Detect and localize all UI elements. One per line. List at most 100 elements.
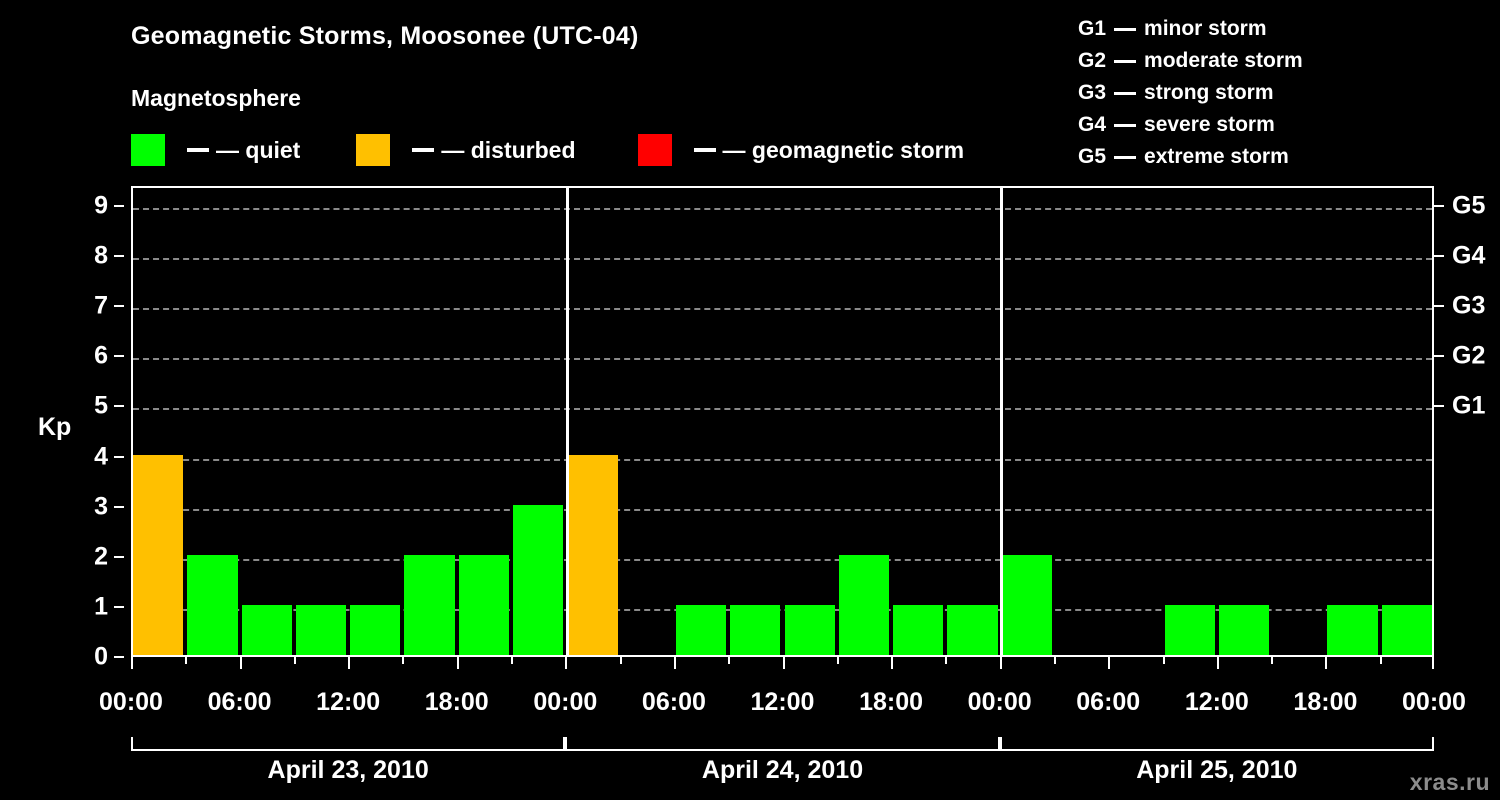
g-tick-label-g1: G1 <box>1452 391 1486 420</box>
magnetosphere-heading: Magnetosphere <box>131 85 301 111</box>
bar <box>784 604 835 655</box>
bar <box>893 604 944 655</box>
watermark: xras.ru <box>1409 769 1490 795</box>
x-tick-mark <box>1108 657 1111 669</box>
g-tick-mark <box>1434 205 1444 208</box>
gridline-kp-1 <box>133 608 1432 611</box>
x-minor-tick-mark <box>619 657 622 664</box>
gridline-kp-5 <box>133 408 1432 411</box>
legend-label-quiet: — quiet <box>216 136 301 163</box>
gridline-kp-8 <box>133 258 1432 261</box>
legend-swatch-storm <box>637 134 672 166</box>
bar <box>1381 604 1432 655</box>
g-scale-text: severe storm <box>1144 113 1275 136</box>
right-g-axis: G1 G2 G3 G4 G5 <box>1434 186 1500 657</box>
legend-label-disturbed: — disturbed <box>441 136 576 163</box>
day-brackets <box>131 737 1434 751</box>
x-tick-mark <box>348 657 351 669</box>
g-tick-label-g4: G4 <box>1452 241 1486 270</box>
g-tick-mark <box>1434 405 1444 408</box>
x-minor-tick-mark <box>728 657 731 664</box>
y-tick-label-0: 0 <box>94 642 108 671</box>
g-scale-legend: G1 minor storm G2 moderate storm G3 strong st… <box>1078 13 1303 173</box>
g-tick-label-g3: G3 <box>1452 291 1486 320</box>
gridline-kp-3 <box>133 508 1432 511</box>
g-scale-dash-icon <box>1114 123 1137 127</box>
g-scale-code: G4 <box>1078 113 1107 136</box>
x-tick-label: 06:00 <box>641 688 706 716</box>
x-tick-label: 12:00 <box>1184 688 1249 716</box>
y-tick-label-6: 6 <box>94 341 108 370</box>
x-tick-mark <box>239 657 242 669</box>
y-tick-label-3: 3 <box>94 492 108 521</box>
g-scale-dash-icon <box>1114 27 1137 31</box>
x-axis-labels: 00:00 06:00 12:00 18:00 00:00 06:00 12:00 18:00… <box>0 688 1500 722</box>
legend-item-quiet: — quiet <box>131 134 300 166</box>
g-scale-dash-icon <box>1114 59 1137 63</box>
day-separator <box>565 188 569 655</box>
x-minor-tick-mark <box>511 657 514 664</box>
x-tick-label: 00:00 <box>1402 688 1466 716</box>
bar <box>404 554 455 655</box>
y-tick-label-7: 7 <box>94 291 108 320</box>
x-tick-label: 18:00 <box>859 688 924 716</box>
x-tick-label: 00:00 <box>99 688 163 716</box>
y-tick-mark <box>114 505 124 508</box>
gridline-kp-6 <box>133 358 1432 361</box>
y-tick-mark <box>114 656 124 658</box>
x-tick-mark <box>131 657 133 669</box>
bar <box>513 504 564 655</box>
bar <box>567 454 618 655</box>
bar <box>730 604 781 655</box>
legend-item-storm: — geomagnetic storm <box>637 134 965 166</box>
x-tick-label: 18:00 <box>424 688 489 716</box>
legend-dash-quiet <box>187 148 209 152</box>
legend-label-storm: — geomagnetic storm <box>722 136 965 163</box>
legend-swatch-disturbed <box>356 134 391 166</box>
bar <box>675 604 727 655</box>
g-scale-row-g1: G1 minor storm <box>1078 13 1303 45</box>
day-separator <box>1000 188 1004 655</box>
x-minor-tick-mark <box>1162 657 1165 664</box>
g-scale-dash-icon <box>1114 91 1137 95</box>
legend-dash-disturbed <box>412 148 435 152</box>
y-tick-mark <box>114 405 124 408</box>
bar <box>458 554 510 655</box>
g-scale-code: G3 <box>1078 81 1107 104</box>
g-scale-dash-icon <box>1114 155 1137 159</box>
x-tick-mark <box>1216 657 1219 669</box>
y-tick-label-1: 1 <box>94 592 108 621</box>
x-tick-label: 00:00 <box>533 688 598 716</box>
bar <box>1164 604 1215 655</box>
g-tick-mark <box>1434 355 1444 358</box>
gridline-kp-4 <box>133 458 1432 461</box>
x-minor-tick-mark <box>1379 657 1382 664</box>
y-tick-mark <box>114 255 124 258</box>
gridline-kp-2 <box>133 558 1432 561</box>
g-scale-code: G2 <box>1078 49 1107 72</box>
gridline-kp-7 <box>133 308 1432 311</box>
g-scale-code: G1 <box>1078 17 1107 40</box>
legend-dash-storm <box>693 148 716 152</box>
x-minor-tick-mark <box>185 657 188 664</box>
x-tick-mark <box>456 657 459 669</box>
y-tick-mark <box>114 455 124 458</box>
g-scale-text: extreme storm <box>1144 145 1289 168</box>
bar <box>241 604 292 655</box>
g-scale-row-g5: G5 extreme storm <box>1078 141 1303 173</box>
bar <box>947 604 998 655</box>
x-tick-mark <box>1325 657 1328 669</box>
bar <box>350 604 401 655</box>
y-tick-mark <box>114 205 124 208</box>
legend-swatch-quiet <box>131 134 165 166</box>
x-tick-label: 12:00 <box>316 688 381 716</box>
x-tick-mark <box>891 657 894 669</box>
x-tick-label: 18:00 <box>1293 688 1358 716</box>
y-tick-mark <box>114 355 124 358</box>
y-tick-label-5: 5 <box>94 391 108 420</box>
bar <box>133 454 184 655</box>
g-scale-text: strong storm <box>1144 81 1274 104</box>
bar <box>838 554 890 655</box>
y-tick-label-2: 2 <box>94 542 108 571</box>
